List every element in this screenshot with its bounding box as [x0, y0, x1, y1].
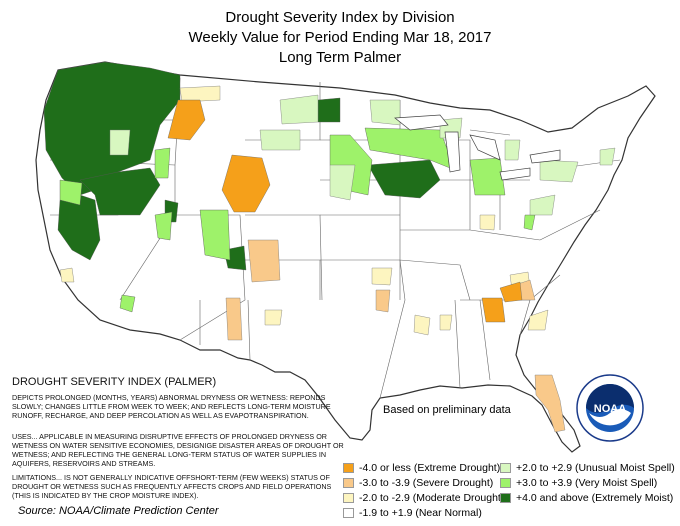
legend-label-severe-drought: -3.0 to -3.9 (Severe Drought) — [359, 477, 494, 489]
legend-label-very-moist: +3.0 to +3.9 (Very Moist Spell) — [516, 477, 658, 489]
legend-item-moderate-drought: -2.0 to -2.9 (Moderate Drought) — [343, 491, 504, 505]
explanation-depicts: DEPICTS PROLONGED (MONTHS, YEARS) ABNORM… — [12, 393, 331, 420]
explanation-limitations: LIMITATIONS... IS NOT GENERALLY INDICATI… — [12, 473, 332, 500]
legend-swatch-unusual-moist — [500, 463, 511, 473]
legend-item-very-moist: +3.0 to +3.9 (Very Moist Spell) — [500, 476, 675, 490]
legend-label-unusual-moist: +2.0 to +2.9 (Unusual Moist Spell) — [516, 462, 675, 474]
legend-swatch-extreme-drought — [343, 463, 354, 473]
map-subtitle: Weekly Value for Period Ending Mar 18, 2… — [188, 29, 492, 46]
legend-swatch-moderate-drought — [343, 493, 354, 503]
legend-swatch-very-moist — [500, 478, 511, 488]
legend-item-extremely-moist: +4.0 and above (Extremely Moist) — [500, 491, 675, 505]
legend-label-extreme-drought: -4.0 or less (Extreme Drought) — [359, 462, 501, 474]
legend-left-column: -4.0 or less (Extreme Drought) -3.0 to -3… — [343, 461, 504, 521]
legend-label-near-normal: -1.9 to +1.9 (Near Normal) — [359, 507, 482, 519]
unusual-moist-regions — [109, 94, 616, 216]
legend-item-unusual-moist: +2.0 to +2.9 (Unusual Moist Spell) — [500, 461, 675, 475]
noaa-logo-text: NOAA — [594, 403, 626, 415]
legend-swatch-extremely-moist — [500, 493, 511, 503]
legend-right-column: +2.0 to +2.9 (Unusual Moist Spell) +3.0 t… — [500, 461, 675, 506]
extreme-drought-regions — [167, 99, 523, 323]
legend-item-severe-drought: -3.0 to -3.9 (Severe Drought) — [343, 476, 504, 490]
source-credit: Source: NOAA/Climate Prediction Center — [18, 505, 219, 517]
legend-item-near-normal: -1.9 to +1.9 (Near Normal) — [343, 506, 504, 520]
explanation-heading: DROUGHT SEVERITY INDEX (PALMER) — [12, 376, 217, 388]
legend-swatch-near-normal — [343, 508, 354, 518]
legend-item-extreme-drought: -4.0 or less (Extreme Drought) — [343, 461, 504, 475]
explanation-uses: USES... APPLICABLE IN MEASURING DISRUPTI… — [12, 432, 344, 468]
very-moist-regions — [59, 127, 536, 313]
map-title: Drought Severity Index by Division — [225, 9, 455, 26]
legend-label-moderate-drought: -2.0 to -2.9 (Moderate Drought) — [359, 492, 505, 504]
great-lakes — [394, 114, 561, 181]
extremely-moist-regions — [43, 61, 441, 271]
legend-swatch-severe-drought — [343, 478, 354, 488]
index-type-label: Long Term Palmer — [278, 49, 402, 66]
legend-label-extremely-moist: +4.0 and above (Extremely Moist) — [516, 492, 674, 504]
noaa-logo: NOAA — [575, 373, 645, 443]
preliminary-data-note: Based on preliminary data — [383, 404, 511, 416]
